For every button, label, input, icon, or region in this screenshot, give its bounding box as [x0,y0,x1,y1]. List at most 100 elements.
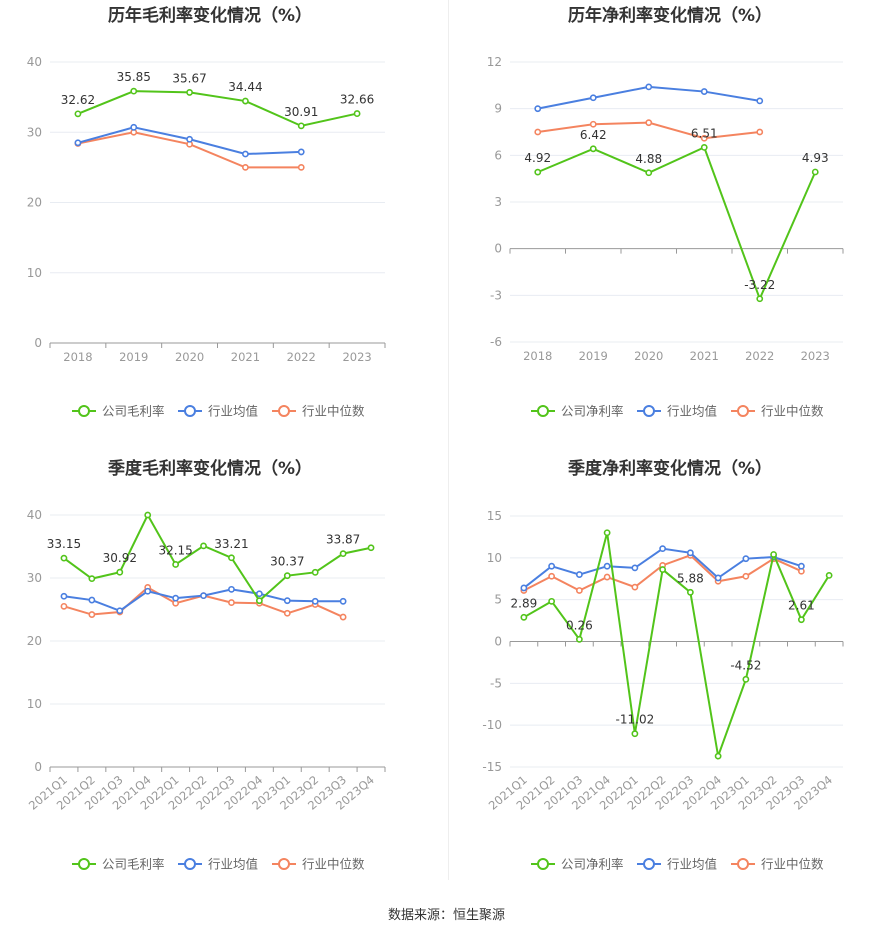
legend-label: 行业均值 [208,857,258,872]
y-tick-label: 12 [487,55,502,69]
y-tick-label: 30 [27,125,42,139]
y-tick-label: 30 [27,571,42,585]
data-point [631,564,639,572]
data-label: 32.15 [158,543,192,557]
data-point [700,143,708,151]
data-point [353,110,361,117]
data-point [756,97,764,105]
data-point [60,602,68,610]
data-point [228,599,235,606]
y-tick-label: 0 [494,242,502,256]
data-point [144,587,152,595]
data-point [659,566,667,573]
data-point [186,135,193,143]
y-tick-label: 10 [27,697,42,711]
data-point [88,611,96,618]
data-point [297,163,305,171]
y-tick-label: -15 [482,760,502,774]
series-line [523,532,830,761]
data-point [589,120,597,128]
legend-label: 行业中位数 [302,857,365,872]
data-point [742,675,750,683]
data-point [297,148,305,156]
series-line [63,586,344,618]
data-label: 2.89 [511,596,538,610]
data-label: 30.91 [284,105,318,119]
legend-marker [184,405,196,417]
data-label: 0.26 [566,618,593,632]
chart-title: 历年毛利率变化情况（%） [108,5,312,26]
data-point [520,613,528,621]
data-point [603,529,611,537]
data-point [645,83,653,91]
chart-quarterly-gross-margin: 季度毛利率变化情况（%） 0 10 20 30 40 2021Q1 2021Q2 2021Q3 2… [0,452,448,892]
y-tick-label: 10 [27,266,42,280]
data-point [770,551,778,558]
data-point [797,562,805,570]
data-point [74,139,82,147]
x-tick-label: 2019 [579,349,608,363]
data-point [186,89,193,96]
legend-marker [278,405,290,417]
x-tick-label: 2023 [342,350,371,364]
chart-quarterly-net-margin: 季度净利率变化情况（%） -15 -10 -5 0 5 10 15 2021Q1 2021Q2 20… [449,452,893,892]
data-point [825,572,833,579]
data-point [283,609,291,617]
legend-label: 行业均值 [208,404,258,419]
data-point [172,594,180,602]
data-point [367,544,375,552]
data-point [130,87,138,95]
data-point [686,549,694,557]
legend-label: 行业均值 [667,857,717,872]
x-tick-label: 2020 [634,349,663,363]
data-point [714,574,722,582]
y-tick-label: 15 [487,509,502,523]
data-point [603,573,611,581]
chart-annual-net-margin: 历年净利率变化情况（%） -6 -3 0 3 6 9 12 2018 2019 2020 2021 20… [449,0,893,440]
data-point [534,105,542,113]
chart-svg-2: 季度毛利率变化情况（%）0102030402021Q12021Q22021Q32… [26,458,386,872]
data-point [311,597,319,605]
data-point [520,584,528,592]
data-point [130,123,138,131]
y-tick-label: 0 [34,760,42,774]
legend-label: 行业中位数 [761,404,824,419]
data-point [714,752,722,760]
data-point [88,575,96,583]
data-label: 34.44 [228,80,262,94]
chart-svg-3: 季度净利率变化情况（%）-15-10-50510152021Q12021Q220… [482,458,844,872]
data-point [242,150,249,158]
y-tick-label: 5 [494,593,502,607]
data-label: 33.87 [326,533,360,547]
data-label: 33.15 [47,537,81,551]
vertical-divider [448,0,449,880]
data-label: -11.02 [616,713,655,727]
x-tick-label: 2018 [63,350,92,364]
data-label: 2.61 [788,599,815,613]
legend-label: 行业均值 [667,404,717,419]
y-tick-label: 0 [494,635,502,649]
data-point [686,588,694,596]
data-point [255,597,263,605]
data-point [603,562,611,570]
y-tick-label: 3 [494,195,502,209]
x-tick-label: 2022 [287,350,316,364]
data-point [756,128,764,136]
chart-title: 季度净利率变化情况（%） [568,458,772,479]
data-label: -3.22 [744,278,775,292]
legend-label: 公司毛利率 [102,404,165,419]
data-point [116,568,124,576]
data-point [548,597,556,605]
legend-marker [78,405,90,417]
data-point [339,597,347,605]
y-tick-label: 20 [27,634,42,648]
data-point [60,554,68,562]
data-point [242,163,249,171]
legend-marker [537,858,549,870]
data-label: 30.92 [103,551,137,565]
data-point [228,554,235,562]
legend-label: 公司毛利率 [102,857,165,872]
data-label: 4.92 [524,151,551,165]
y-tick-label: 0 [34,336,42,350]
legend-label: 公司净利率 [561,857,624,872]
